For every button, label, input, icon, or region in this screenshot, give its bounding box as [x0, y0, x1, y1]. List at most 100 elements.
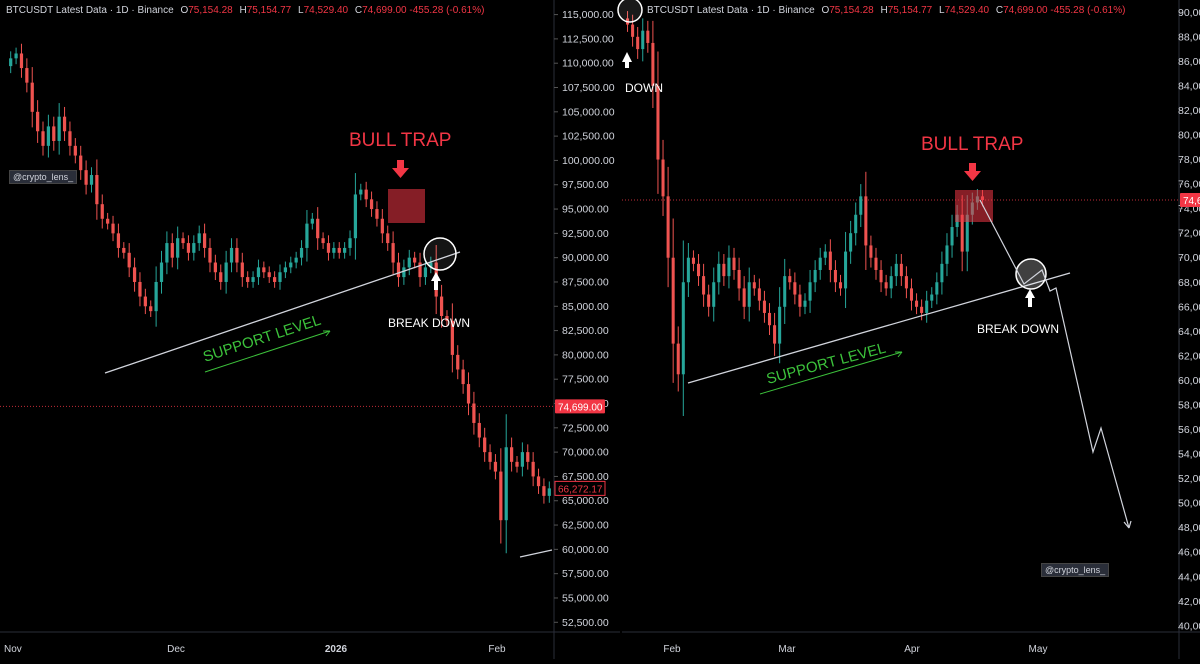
- y-tick-label: 97,500.00: [562, 179, 609, 191]
- candle-body: [332, 247, 336, 253]
- bottom-trendline-left: [519, 549, 553, 558]
- candle-body: [36, 111, 40, 132]
- candle-body: [138, 281, 142, 297]
- candle-body: [89, 175, 94, 185]
- candle-body: [256, 267, 261, 278]
- candle-body: [262, 267, 266, 273]
- candle-body: [636, 36, 640, 50]
- candle-body: [515, 461, 519, 467]
- breakdown-label-right: BREAK DOWN: [977, 322, 1059, 336]
- y-tick-label: 80,000.00: [1178, 129, 1200, 141]
- y-tick-label: 102,500.00: [562, 131, 615, 143]
- symbol-label: BTCUSDT Latest Data · 1D · Binance: [6, 5, 174, 16]
- open-label: O: [180, 5, 189, 16]
- candle-body: [960, 214, 964, 252]
- candle-body: [778, 306, 782, 344]
- candle-body: [722, 263, 726, 277]
- candle-body: [483, 437, 487, 453]
- y-tick-label: 54,000.00: [1178, 449, 1200, 461]
- candle-body: [742, 288, 746, 307]
- candle-body: [712, 282, 716, 307]
- candle-body: [509, 447, 514, 462]
- candle-body: [737, 269, 741, 289]
- candle-body: [380, 218, 384, 234]
- candle-body: [666, 196, 670, 258]
- y-tick-label: 70,000.00: [562, 447, 609, 459]
- candle-body: [504, 447, 508, 521]
- support-arrow-line-right: [759, 351, 903, 395]
- y-tick-label: 76,000.00: [1178, 179, 1200, 191]
- candle-body: [783, 276, 787, 307]
- breakdown-label-left: BREAK DOWN: [388, 316, 470, 330]
- candle-body: [757, 288, 761, 301]
- candle-body: [935, 282, 939, 295]
- candle-body: [235, 247, 239, 263]
- candle-body: [844, 251, 848, 289]
- corner-circle-right: [617, 0, 643, 23]
- candle-body: [79, 155, 83, 171]
- arrow-down-icon: [964, 163, 981, 181]
- candle-body: [326, 243, 331, 253]
- candle-body: [531, 461, 535, 477]
- candle-body: [702, 276, 706, 295]
- candle-body: [930, 294, 934, 301]
- candle-body: [727, 257, 731, 277]
- candle-body: [889, 276, 893, 289]
- candle-body: [391, 243, 395, 263]
- candle-body: [676, 343, 680, 375]
- y-tick-label: 52,500.00: [562, 617, 609, 629]
- candle-body: [520, 452, 524, 467]
- candle-body: [456, 354, 460, 370]
- candle-body: [170, 243, 174, 258]
- y-tick-label: 112,500.00: [562, 33, 614, 45]
- x-tick-label: Mar: [778, 644, 796, 655]
- candle-body: [364, 189, 368, 200]
- y-tick-label: 46,000.00: [1178, 547, 1200, 559]
- current-price-badge: [1180, 193, 1200, 208]
- candle-body: [884, 282, 888, 289]
- y-tick-label: 60,000.00: [562, 544, 609, 556]
- candle-body: [294, 257, 298, 263]
- y-tick-label: 65,000.00: [562, 495, 609, 507]
- y-tick-label: 72,000.00: [1178, 228, 1200, 240]
- candle-body: [697, 263, 701, 277]
- y-tick-label: 90,000.00: [1178, 7, 1200, 19]
- candle-body: [950, 227, 954, 246]
- low-label: L: [939, 5, 945, 16]
- y-tick-label: 52,000.00: [1178, 473, 1200, 485]
- candle-body: [159, 262, 164, 282]
- candle-body: [267, 272, 271, 278]
- candle-body: [945, 245, 949, 264]
- candle-body: [752, 282, 756, 289]
- symbol-label: BTCUSDT Latest Data · 1D · Binance: [647, 5, 815, 16]
- down-label-right: DOWN: [625, 81, 663, 95]
- candle-body: [251, 277, 255, 282]
- candle-body: [25, 68, 29, 83]
- close-label: C: [354, 5, 363, 16]
- candle-body: [407, 257, 411, 268]
- candle-body: [197, 233, 201, 244]
- candle-body: [429, 262, 433, 268]
- candle-body: [116, 233, 121, 248]
- candle-body: [30, 82, 34, 112]
- y-tick-label: 100,000.00: [562, 155, 615, 167]
- y-tick-label: 88,000.00: [1178, 31, 1200, 43]
- candle-body: [229, 247, 234, 263]
- candle-body: [321, 238, 325, 244]
- x-tick-label: Dec: [167, 644, 185, 655]
- candle-body: [849, 233, 853, 252]
- y-tick-label: 78,000.00: [1178, 154, 1200, 166]
- candle-body: [278, 272, 282, 282]
- open-value: 75,154.28: [829, 5, 874, 16]
- candle-body: [283, 267, 288, 273]
- y-tick-label: 95,000.00: [562, 204, 609, 216]
- candle-body: [965, 214, 969, 252]
- candle-body: [940, 263, 944, 283]
- candle-body: [461, 369, 465, 385]
- candle-body: [920, 306, 924, 313]
- y-tick-label: 62,500.00: [562, 520, 609, 532]
- y-tick-label: 56,000.00: [1178, 424, 1200, 436]
- candle-body: [859, 196, 863, 215]
- candle-body: [631, 24, 635, 37]
